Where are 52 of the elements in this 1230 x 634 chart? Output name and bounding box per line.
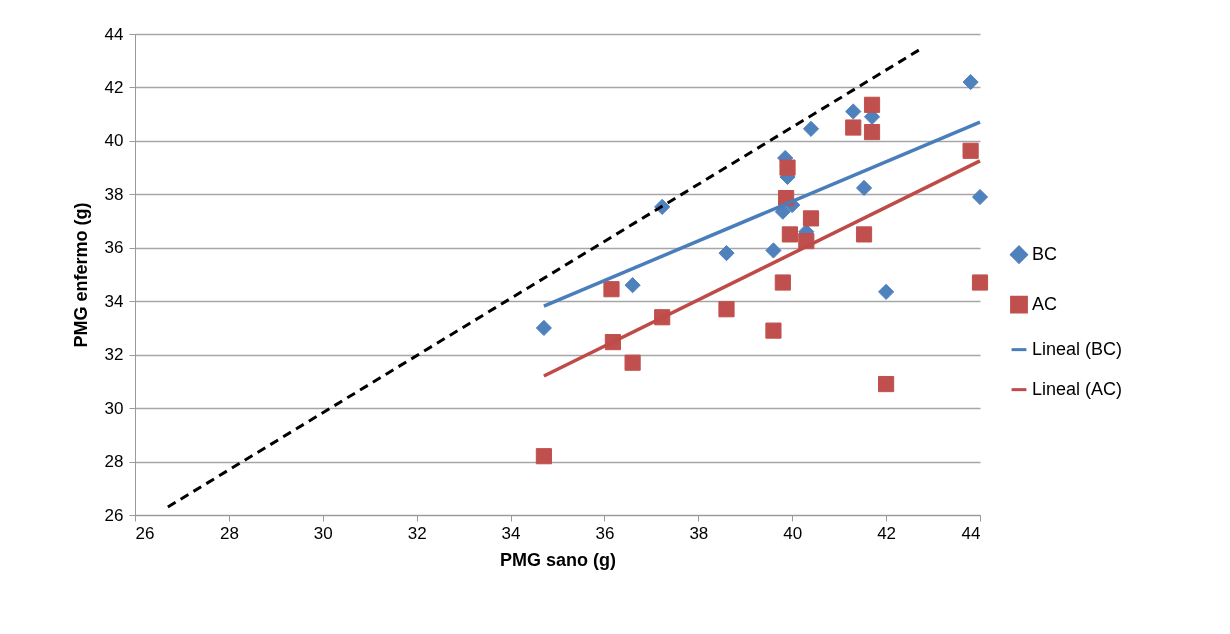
point <box>971 274 989 291</box>
point <box>802 210 820 227</box>
point <box>624 354 641 371</box>
point <box>779 159 796 176</box>
point <box>845 103 862 120</box>
point <box>855 179 873 196</box>
y-tick-label: 36 <box>104 238 124 258</box>
point <box>878 283 895 300</box>
legend-label: BC <box>1032 243 1058 264</box>
y-tick-label: 32 <box>104 345 124 365</box>
x-tick-label: 30 <box>313 523 333 543</box>
x-tick-label: 38 <box>689 523 709 543</box>
point <box>962 142 979 159</box>
point <box>774 274 791 291</box>
point <box>603 281 620 298</box>
x-tick-label: 32 <box>407 523 427 543</box>
y-tick-label: 44 <box>104 24 124 44</box>
legend-label: Lineal (AC) <box>1032 378 1123 399</box>
x-tick-label: 26 <box>135 523 155 543</box>
y-tick-label: 40 <box>104 131 124 151</box>
x-tick-label: 44 <box>961 523 981 543</box>
point <box>878 375 895 393</box>
y-tick-label: 38 <box>104 184 124 204</box>
x-tick-label: 28 <box>219 523 239 543</box>
point <box>863 96 881 113</box>
point <box>802 120 820 137</box>
x-tick-label: 36 <box>595 523 615 543</box>
point <box>962 74 979 91</box>
point <box>863 123 881 141</box>
point <box>624 277 641 294</box>
y-tick-label: 28 <box>104 452 124 472</box>
y-tick-label: 30 <box>104 398 124 418</box>
point <box>845 119 862 136</box>
legend-label: Lineal (BC) <box>1032 338 1123 359</box>
y-axis-title: PMG enfermo (g) <box>70 202 91 348</box>
x-tick-label: 42 <box>877 523 897 543</box>
x-tick-label: 34 <box>501 523 521 543</box>
y-tick-label: 34 <box>104 291 124 311</box>
x-axis-title: PMG sano (g) <box>500 549 616 570</box>
legend-label: AC <box>1032 293 1058 314</box>
point <box>781 226 798 243</box>
point <box>855 226 873 243</box>
point <box>765 322 782 339</box>
x-tick-label: 40 <box>783 523 803 543</box>
point <box>718 301 735 318</box>
y-tick-label: 42 <box>104 77 124 97</box>
point <box>535 319 552 337</box>
point <box>765 242 782 259</box>
point <box>535 448 552 465</box>
y-tick-label: 26 <box>104 505 124 525</box>
point <box>718 245 735 262</box>
point <box>971 188 989 206</box>
